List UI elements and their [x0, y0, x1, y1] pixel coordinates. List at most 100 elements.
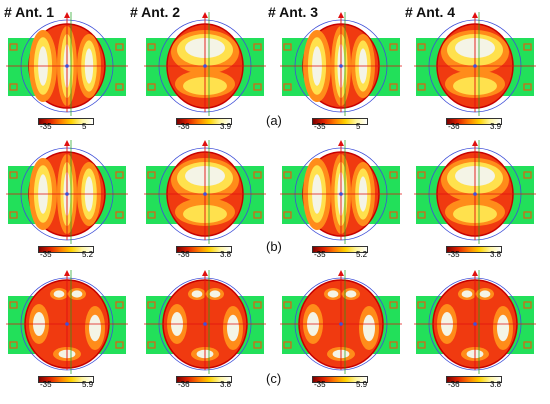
row-label-b: (b): [266, 239, 282, 254]
axis-arrow: [338, 12, 344, 18]
pattern-panel: -36 3.8: [410, 270, 540, 398]
antenna-port: [523, 341, 532, 349]
colorbar-min-label: -35: [40, 122, 52, 131]
pattern-panel: -35 5: [2, 12, 132, 140]
pattern-panel: -35 5.9: [276, 270, 406, 398]
colorbar: [446, 246, 502, 253]
pattern-lobe: [345, 290, 357, 298]
colorbar-min-label: -35: [314, 122, 326, 131]
colorbar: [176, 118, 232, 125]
antenna-port: [115, 83, 124, 91]
antenna-port: [283, 83, 292, 91]
antenna-port: [417, 43, 426, 51]
antenna-port: [115, 301, 124, 309]
radiation-pattern-3d: [6, 270, 128, 374]
pattern-lobe: [479, 290, 491, 298]
pattern-lobe: [363, 314, 375, 342]
antenna-port: [9, 301, 18, 309]
colorbar: [176, 246, 232, 253]
origin-point: [203, 322, 207, 326]
antenna-1-label: # Ant. 1: [4, 4, 55, 20]
axis-arrow: [64, 140, 70, 146]
pattern-panel: -35 5.9: [2, 270, 132, 398]
antenna-port: [253, 83, 262, 91]
colorbar-max-label: 5: [82, 122, 87, 131]
origin-point: [203, 192, 207, 196]
antenna-4-label: # Ant. 4: [405, 4, 456, 20]
colorbar: [446, 118, 502, 125]
pattern-panel: -35 5.2: [276, 140, 406, 268]
axis-arrow: [202, 270, 208, 276]
colorbar: [312, 246, 368, 253]
origin-point: [339, 64, 343, 68]
pattern-panel: -36 3.9: [140, 12, 270, 140]
antenna-port: [389, 341, 398, 349]
antenna-port: [147, 171, 156, 179]
pattern-lobe: [327, 290, 339, 298]
axis-arrow: [64, 12, 70, 18]
colorbar-max-label: 3.8: [220, 250, 232, 259]
antenna-port: [283, 43, 292, 51]
antenna-port: [253, 43, 262, 51]
pattern-lobe: [461, 290, 473, 298]
colorbar-min-label: -35: [40, 250, 52, 259]
antenna-port: [417, 83, 426, 91]
radiation-pattern-3d: [280, 270, 402, 374]
antenna-port: [147, 301, 156, 309]
antenna-port: [147, 211, 156, 219]
colorbar-min-label: -35: [314, 380, 326, 389]
antenna-port: [283, 341, 292, 349]
antenna-port: [253, 341, 262, 349]
antenna-port: [283, 211, 292, 219]
colorbar-min-label: -36: [448, 122, 460, 131]
antenna-port: [147, 341, 156, 349]
radiation-pattern-3d: [6, 140, 128, 244]
antenna-port: [9, 83, 18, 91]
antenna-port: [417, 211, 426, 219]
colorbar: [312, 118, 368, 125]
antenna-port: [523, 211, 532, 219]
axis-arrow: [202, 140, 208, 146]
axis-arrow: [472, 270, 478, 276]
origin-point: [65, 192, 69, 196]
colorbar-min-label: -35: [448, 250, 460, 259]
antenna-port: [115, 43, 124, 51]
pattern-lobe: [209, 290, 221, 298]
antenna-port: [417, 301, 426, 309]
axis-arrow: [472, 12, 478, 18]
colorbar-min-label: -36: [178, 250, 190, 259]
antenna-port: [417, 171, 426, 179]
colorbar-max-label: 5.9: [356, 380, 368, 389]
colorbar-min-label: -36: [178, 380, 190, 389]
antenna-port: [147, 83, 156, 91]
colorbar: [446, 376, 502, 383]
antenna-port: [283, 301, 292, 309]
antenna-port: [9, 211, 18, 219]
origin-point: [473, 192, 477, 196]
colorbar-max-label: 3.9: [490, 122, 502, 131]
colorbar-min-label: -36: [178, 122, 190, 131]
colorbar-min-label: -36: [448, 380, 460, 389]
axis-arrow: [202, 12, 208, 18]
colorbar-max-label: 5.2: [356, 250, 368, 259]
origin-point: [473, 64, 477, 68]
antenna-port: [9, 341, 18, 349]
radiation-pattern-3d: [414, 270, 536, 374]
radiation-pattern-3d: [144, 140, 266, 244]
antenna-port: [389, 43, 398, 51]
radiation-pattern-3d: [414, 140, 536, 244]
pattern-panel: -36 3.8: [140, 270, 270, 398]
pattern-lobe: [53, 290, 65, 298]
colorbar: [38, 376, 94, 383]
antenna-port: [115, 341, 124, 349]
antenna-port: [389, 211, 398, 219]
antenna-3-label: # Ant. 3: [268, 4, 319, 20]
antenna-port: [253, 301, 262, 309]
pattern-panel: -36 3.9: [410, 12, 540, 140]
origin-point: [65, 322, 69, 326]
axis-arrow: [64, 270, 70, 276]
pattern-lobe: [497, 314, 509, 342]
row-label-a: (a): [266, 113, 282, 128]
radiation-pattern-3d: [280, 12, 402, 116]
radiation-pattern-3d: [144, 270, 266, 374]
